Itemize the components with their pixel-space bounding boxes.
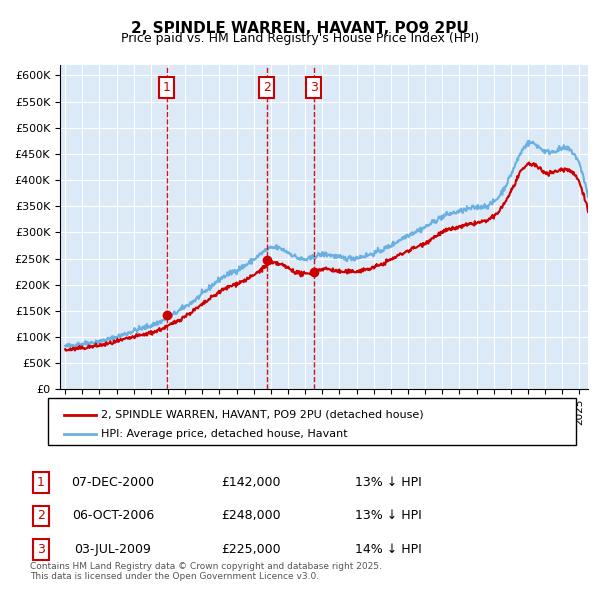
Text: £248,000: £248,000	[221, 509, 281, 523]
Text: HPI: Average price, detached house, Havant: HPI: Average price, detached house, Hava…	[101, 429, 347, 438]
Text: 06-OCT-2006: 06-OCT-2006	[71, 509, 154, 523]
FancyBboxPatch shape	[48, 398, 576, 445]
Text: 13% ↓ HPI: 13% ↓ HPI	[355, 509, 422, 523]
Text: Price paid vs. HM Land Registry's House Price Index (HPI): Price paid vs. HM Land Registry's House …	[121, 32, 479, 45]
Text: 13% ↓ HPI: 13% ↓ HPI	[355, 476, 422, 489]
Text: 1: 1	[163, 81, 170, 94]
Text: 07-DEC-2000: 07-DEC-2000	[71, 476, 154, 489]
Text: 2, SPINDLE WARREN, HAVANT, PO9 2PU (detached house): 2, SPINDLE WARREN, HAVANT, PO9 2PU (deta…	[101, 410, 424, 419]
Text: 3: 3	[37, 543, 45, 556]
Text: 2: 2	[263, 81, 271, 94]
Text: 2, SPINDLE WARREN, HAVANT, PO9 2PU: 2, SPINDLE WARREN, HAVANT, PO9 2PU	[131, 21, 469, 35]
Text: £225,000: £225,000	[221, 543, 281, 556]
Text: 14% ↓ HPI: 14% ↓ HPI	[355, 543, 422, 556]
Text: £142,000: £142,000	[221, 476, 281, 489]
Text: 3: 3	[310, 81, 317, 94]
Text: 2: 2	[37, 509, 45, 523]
Text: Contains HM Land Registry data © Crown copyright and database right 2025.
This d: Contains HM Land Registry data © Crown c…	[30, 562, 382, 581]
Text: 03-JUL-2009: 03-JUL-2009	[74, 543, 151, 556]
Text: 1: 1	[37, 476, 45, 489]
